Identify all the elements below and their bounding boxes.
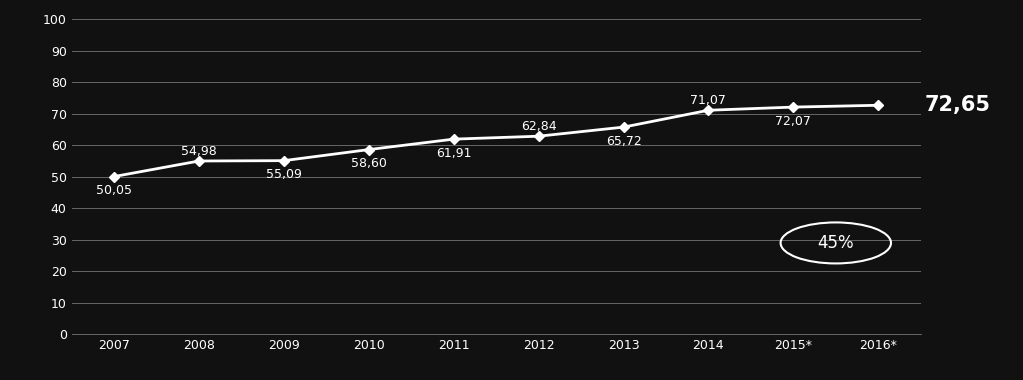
Text: 55,09: 55,09 [266,168,302,181]
Text: 58,60: 58,60 [351,157,387,170]
Text: 62,84: 62,84 [521,120,557,133]
Text: 45%: 45% [817,234,854,252]
Text: 71,07: 71,07 [691,94,726,107]
Text: 65,72: 65,72 [606,135,641,148]
Text: 50,05: 50,05 [96,184,132,197]
Text: 61,91: 61,91 [436,147,472,160]
Text: 54,98: 54,98 [181,145,217,158]
Text: 72,07: 72,07 [775,115,811,128]
Text: 72,65: 72,65 [925,95,991,115]
